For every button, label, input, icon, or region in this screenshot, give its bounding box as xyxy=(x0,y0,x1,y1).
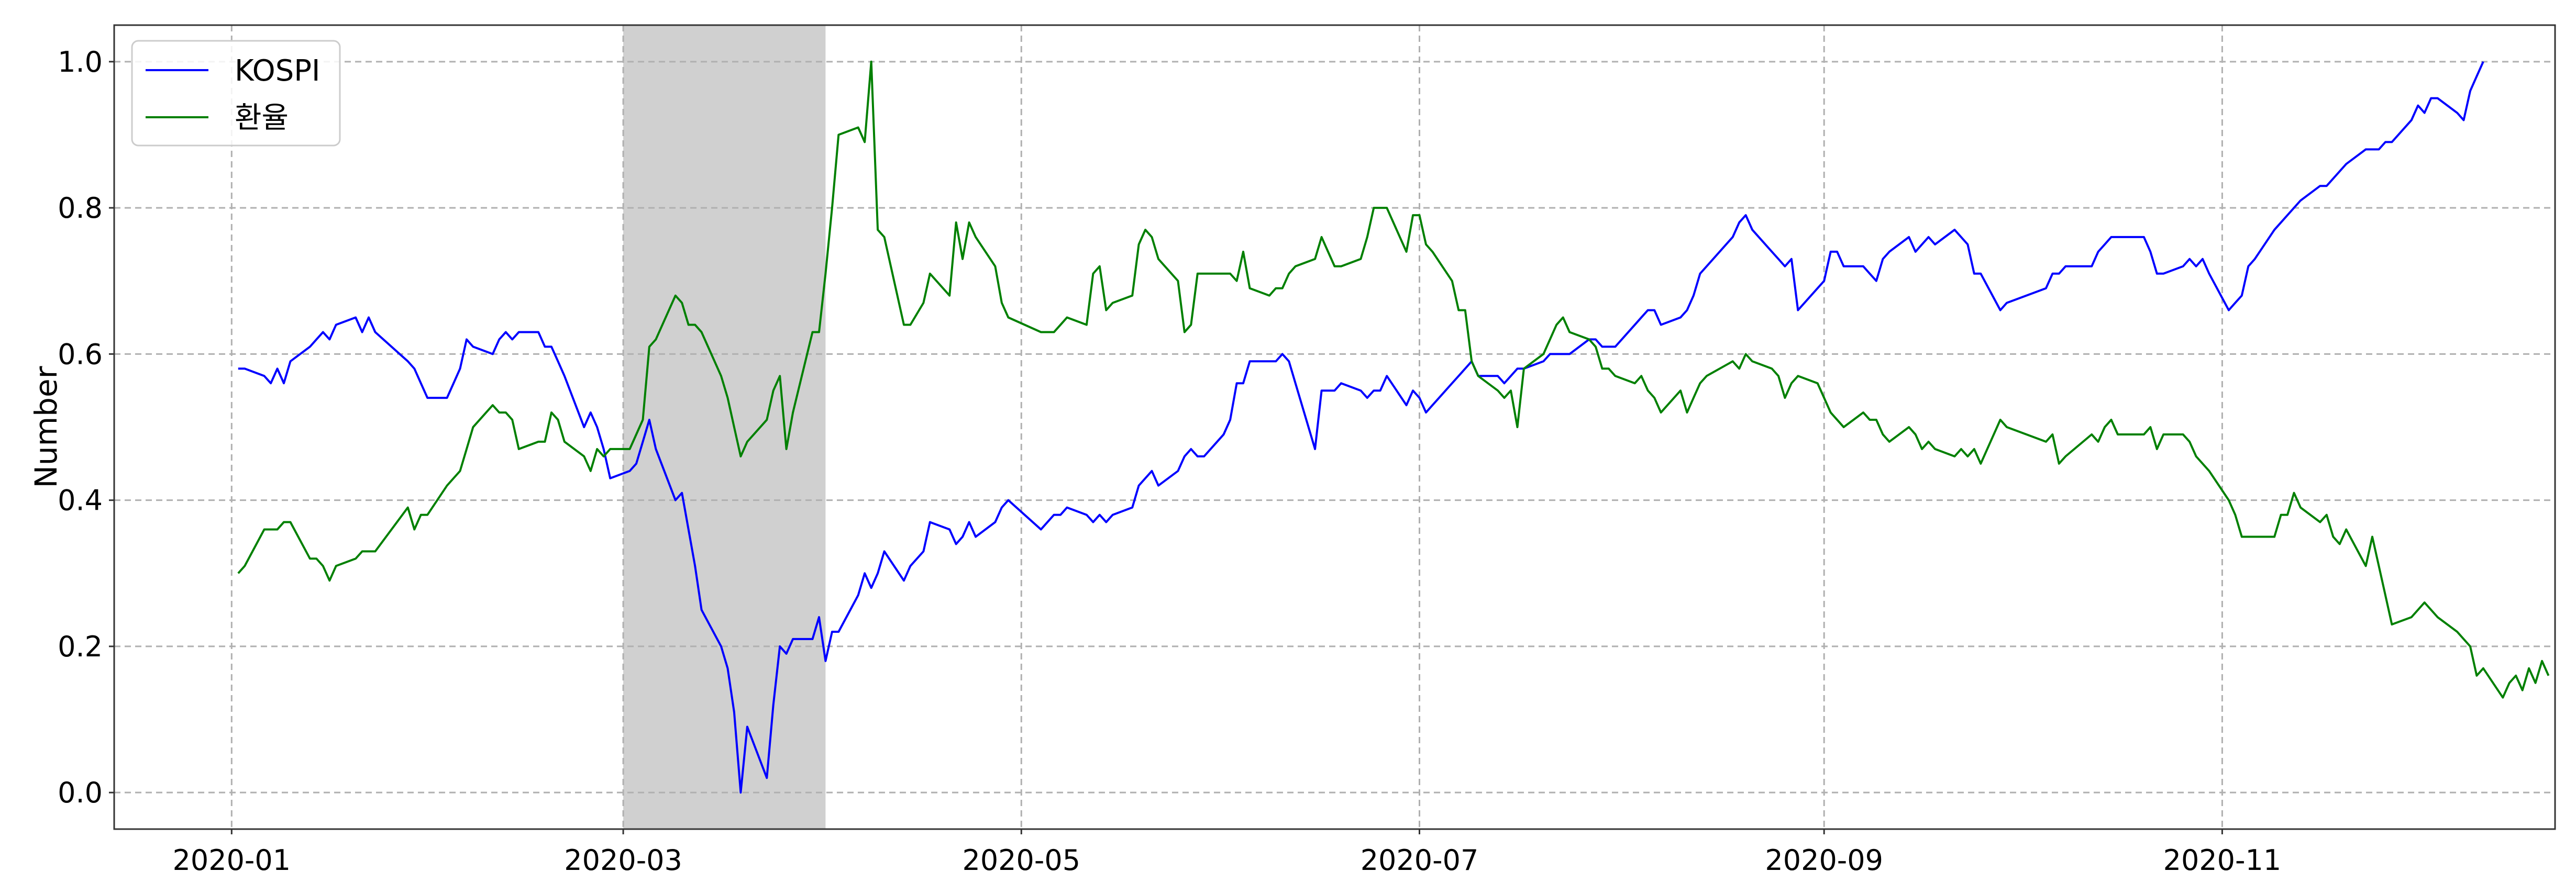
y-axis-label: Number xyxy=(28,366,64,488)
series-line-exchange-rate xyxy=(237,60,2550,699)
legend-label-kospi: KOSPI xyxy=(235,54,320,88)
x-tick-label: 2020-05 xyxy=(962,844,1080,877)
x-tick-label: 2020-07 xyxy=(1361,844,1479,877)
y-axis-ticks: 0.0 0.2 0.4 0.6 0.8 1.0 xyxy=(58,46,114,809)
x-axis-ticks: 2020-01 2020-03 2020-05 2020-07 2020-09 2020-… xyxy=(173,829,2282,877)
y-tick-label: 0.8 xyxy=(58,192,103,225)
x-tick-label: 2020-09 xyxy=(1765,844,1883,877)
x-tick-label: 2020-01 xyxy=(173,844,291,877)
y-tick-label: 0.4 xyxy=(58,484,103,517)
x-tick-label: 2020-03 xyxy=(564,844,682,877)
x-tick-label: 2020-11 xyxy=(2163,844,2282,877)
y-tick-label: 0.0 xyxy=(58,776,103,809)
series-line-kospi xyxy=(238,61,2484,794)
shaded-region xyxy=(623,25,826,829)
plot-frame xyxy=(113,24,2556,830)
legend: KOSPI 환율 xyxy=(131,40,341,147)
y-tick-label: 1.0 xyxy=(58,46,103,79)
y-tick-label: 0.2 xyxy=(58,630,103,663)
legend-label-exchange-rate: 환율 xyxy=(235,101,289,135)
y-tick-label: 0.6 xyxy=(58,338,103,371)
grid-layer xyxy=(114,25,2555,829)
shaded-region-layer xyxy=(623,25,826,829)
series-layer xyxy=(237,60,2550,794)
legend-box xyxy=(131,40,341,147)
